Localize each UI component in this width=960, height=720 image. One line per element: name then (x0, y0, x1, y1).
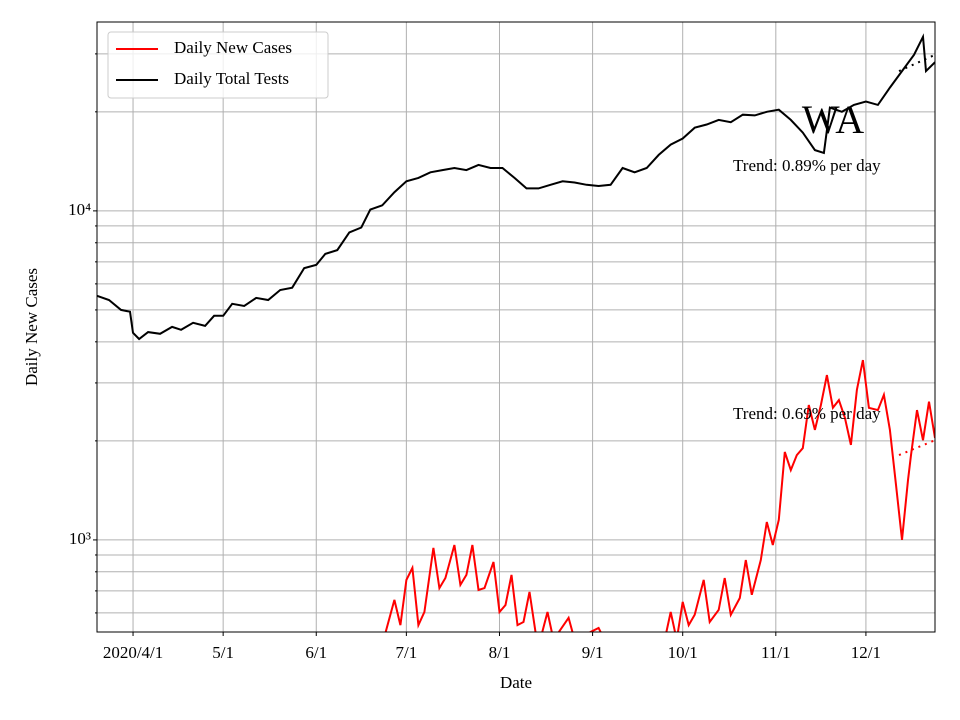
x-tick-label: 11/1 (761, 643, 791, 662)
x-tick-label: 5/1 (212, 643, 234, 662)
y-tick-label: 10³ (69, 529, 91, 548)
annotation: WA (802, 97, 864, 142)
y-tick-label: 10⁴ (68, 200, 91, 219)
legend-label: Daily New Cases (174, 38, 292, 57)
x-tick-label: 8/1 (489, 643, 511, 662)
x-tick-label: 7/1 (396, 643, 418, 662)
x-tick-label: 9/1 (582, 643, 604, 662)
trend-line (898, 439, 935, 457)
data-line (384, 359, 935, 632)
y-axis-label: Daily New Cases (22, 268, 41, 386)
annotation: Trend: 0.69% per day (733, 404, 881, 423)
x-tick-label: 6/1 (305, 643, 327, 662)
plot-area (97, 33, 935, 632)
annotation: Trend: 0.89% per day (733, 156, 881, 175)
plot-frame (96, 21, 936, 633)
data-line (97, 33, 935, 341)
x-tick-label: 10/1 (668, 643, 698, 662)
x-tick-label: 2020/4/1 (103, 643, 163, 662)
x-tick-label: 12/1 (851, 643, 881, 662)
legend-box (107, 31, 329, 99)
x-axis-label: Date (500, 673, 532, 692)
legend-label: Daily Total Tests (174, 69, 289, 88)
